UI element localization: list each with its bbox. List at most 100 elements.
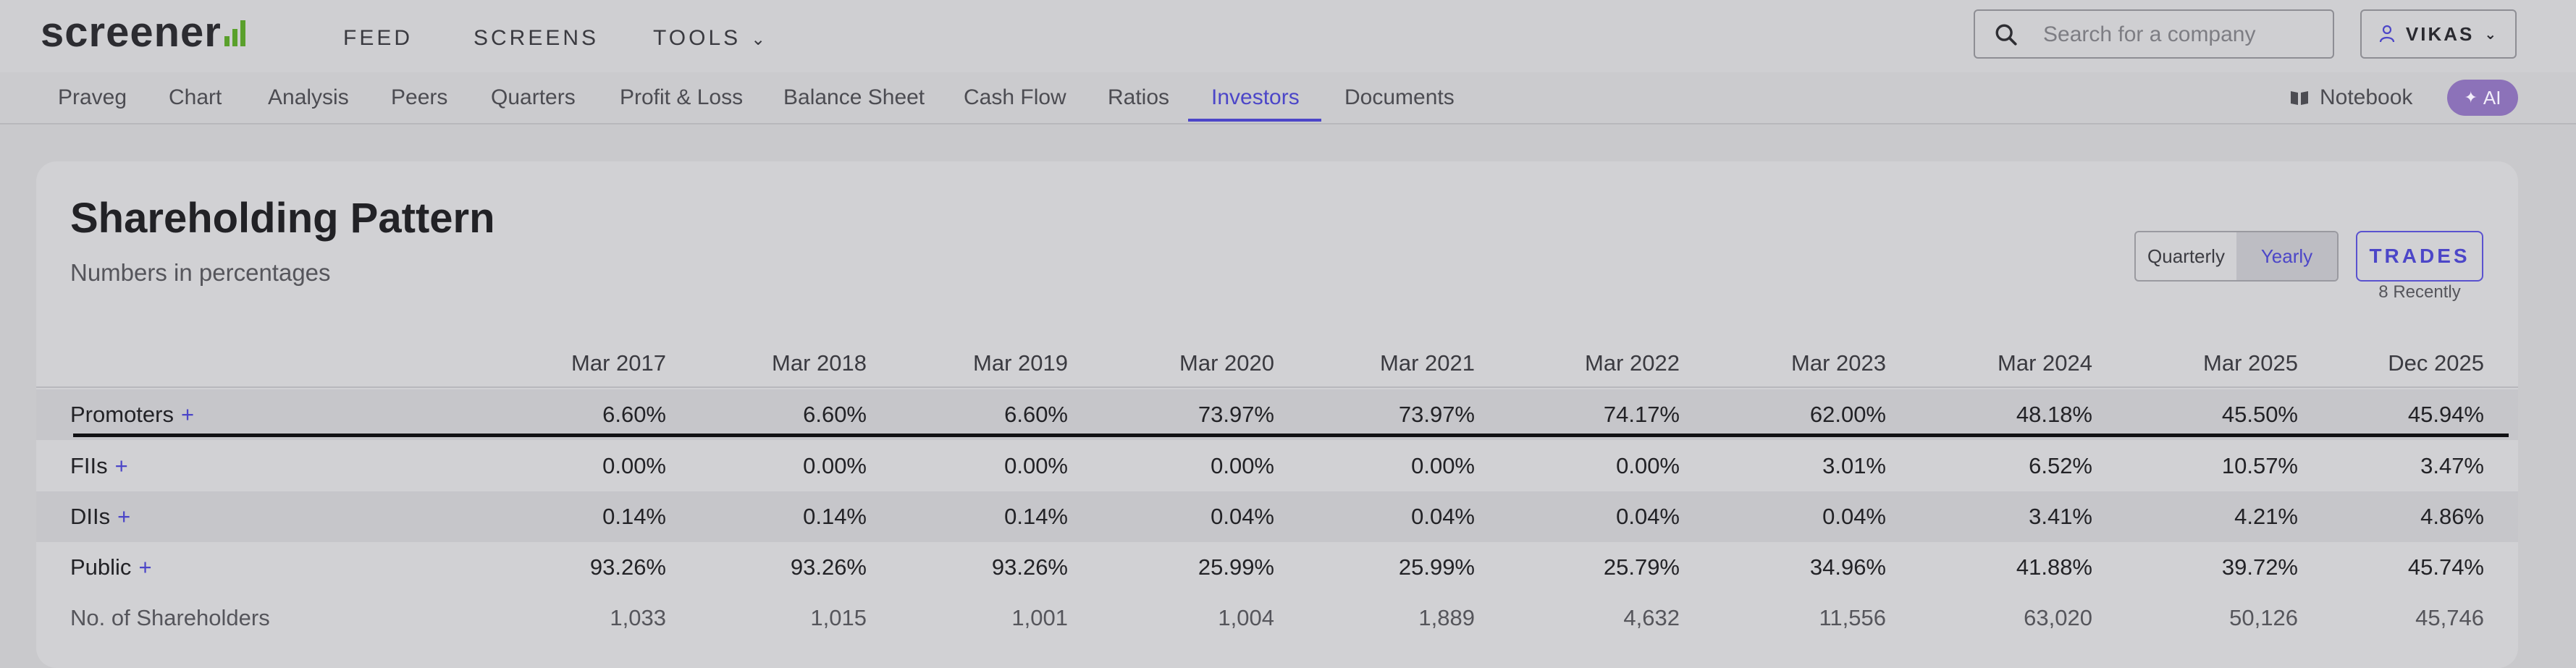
table-cell: 1,015 <box>810 605 867 630</box>
notebook-label: Notebook <box>2320 85 2413 109</box>
table-cell: 0.00% <box>803 453 867 478</box>
ai-button[interactable]: ✦ AI <box>2447 80 2518 116</box>
table-cell: 1,004 <box>1218 605 1274 630</box>
subnav-item-investors[interactable]: Investors <box>1211 85 1300 109</box>
table-cell: 93.26% <box>589 554 666 580</box>
table-cell: 45.74% <box>2407 554 2484 580</box>
table-cell: 0.14% <box>1004 504 1068 529</box>
expand-plus-icon[interactable]: + <box>114 453 128 478</box>
table-cell: 45.94% <box>2407 402 2484 427</box>
table-cell: 73.97% <box>1398 402 1475 427</box>
table-cell: 4.86% <box>2420 504 2484 529</box>
screener-logo[interactable]: screener <box>41 10 245 55</box>
table-cell: 3.41% <box>2029 504 2092 529</box>
expand-plus-icon[interactable]: + <box>117 504 131 529</box>
subnav-item-analysis[interactable]: Analysis <box>268 85 349 109</box>
table-row-public[interactable]: Public + 93.26% 93.26% 93.26% 25.99% 25.9… <box>36 542 2518 593</box>
notebook-button[interactable]: Notebook <box>2289 85 2412 110</box>
table-cell: 25.99% <box>1398 554 1475 580</box>
row-label[interactable]: Public + <box>70 554 152 580</box>
table-cell: 3.47% <box>2420 453 2484 478</box>
subnav-item-ratios[interactable]: Ratios <box>1108 85 1170 109</box>
chevron-down-icon: ⌄ <box>751 29 769 49</box>
table-header-row: Mar 2017 Mar 2018 Mar 2019 Mar 2020 Mar … <box>36 340 2518 388</box>
expand-plus-icon[interactable]: + <box>138 554 152 580</box>
table-row-diis[interactable]: DIIs + 0.14% 0.14% 0.14% 0.04% 0.04% 0.04… <box>36 491 2518 542</box>
toggle-quarterly[interactable]: Quarterly <box>2147 245 2225 267</box>
nav-tools[interactable]: TOOLS ⌄ <box>653 26 768 51</box>
table-cell: 41.88% <box>2016 554 2092 580</box>
table-cell: 0.04% <box>1411 504 1475 529</box>
table-cell: 0.14% <box>602 504 666 529</box>
book-icon <box>2291 91 2308 105</box>
logo-text: screener <box>41 9 222 56</box>
nav-feed[interactable]: FEED <box>343 26 413 50</box>
top-header: screener FEED SCREENS TOOLS ⌄ Search for … <box>0 0 2576 72</box>
subnav-item-peers[interactable]: Peers <box>391 85 448 109</box>
row-label[interactable]: FIIs + <box>70 453 128 478</box>
expand-plus-icon[interactable]: + <box>180 402 195 427</box>
table-cell: 45,746 <box>2415 605 2484 630</box>
section-title: Shareholding Pattern <box>70 195 495 242</box>
table-cell: 93.26% <box>991 554 1068 580</box>
sparkle-icon: ✦ <box>2464 88 2478 106</box>
table-cell: 10.57% <box>2221 453 2298 478</box>
row-label: No. of Shareholders <box>70 605 270 630</box>
table-row-fiis[interactable]: FIIs + 0.00% 0.00% 0.00% 0.00% 0.00% 0.00… <box>36 441 2518 491</box>
row-label[interactable]: Promoters + <box>70 402 195 427</box>
trades-button[interactable]: TRADES <box>2356 231 2483 282</box>
row-highlight-underline <box>73 434 2509 437</box>
column-header: Mar 2025 <box>2203 350 2298 376</box>
table-cell: 74.17% <box>1603 402 1680 427</box>
subnav-item-balance-sheet[interactable]: Balance Sheet <box>783 85 925 109</box>
table-cell: 0.00% <box>1616 453 1680 478</box>
table-row-shareholders: No. of Shareholders 1,033 1,015 1,001 1,… <box>36 593 2518 643</box>
user-icon <box>2379 25 2394 43</box>
chevron-down-icon: ⌄ <box>2484 26 2499 43</box>
subnav-item-cash-flow[interactable]: Cash Flow <box>964 85 1066 109</box>
table-row-promoters[interactable]: Promoters + 6.60% 6.60% 6.60% 73.97% 73.9… <box>36 389 2518 440</box>
table-cell: 0.00% <box>1211 453 1274 478</box>
column-header: Mar 2021 <box>1380 350 1475 376</box>
row-label[interactable]: DIIs + <box>70 504 131 529</box>
search-icon <box>1995 24 2017 46</box>
column-header: Mar 2018 <box>772 350 867 376</box>
table-cell: 25.99% <box>1197 554 1274 580</box>
section-subtitle: Numbers in percentages <box>70 259 331 286</box>
table-cell: 39.72% <box>2221 554 2298 580</box>
column-header: Mar 2019 <box>973 350 1068 376</box>
table-cell: 6.60% <box>1004 402 1068 427</box>
toggle-yearly[interactable]: Yearly <box>2236 232 2337 280</box>
table-cell: 6.60% <box>602 402 666 427</box>
subnav-item-documents[interactable]: Documents <box>1344 85 1455 109</box>
table-cell: 6.60% <box>803 402 867 427</box>
column-header: Dec 2025 <box>2388 350 2484 376</box>
table-cell: 93.26% <box>790 554 867 580</box>
subnav-item-quarters[interactable]: Quarters <box>491 85 576 109</box>
subnav-item-chart[interactable]: Chart <box>169 85 222 109</box>
table-cell: 0.04% <box>1616 504 1680 529</box>
table-cell: 0.14% <box>803 504 867 529</box>
table-cell: 11,556 <box>1819 605 1886 630</box>
table-cell: 63,020 <box>2024 605 2092 630</box>
table-cell: 62.00% <box>1809 402 1886 427</box>
active-tab-underline <box>1188 119 1321 122</box>
nav-screens[interactable]: SCREENS <box>473 26 599 50</box>
table-cell: 1,889 <box>1418 605 1475 630</box>
table-cell: 4.21% <box>2234 504 2298 529</box>
search-input[interactable]: Search for a company <box>1974 9 2334 59</box>
table-cell: 48.18% <box>2016 402 2092 427</box>
table-cell: 50,126 <box>2229 605 2298 630</box>
table-cell: 6.52% <box>2029 453 2092 478</box>
table-cell: 0.00% <box>1004 453 1068 478</box>
user-name: VIKAS <box>2405 22 2475 45</box>
ai-label: AI <box>2483 86 2501 109</box>
table-cell: 25.79% <box>1603 554 1680 580</box>
subnav-item-praveg[interactable]: Praveg <box>58 85 127 109</box>
subnav-item-profit-loss[interactable]: Profit & Loss <box>620 85 744 109</box>
table-cell: 3.01% <box>1822 453 1886 478</box>
table-cell: 0.00% <box>1411 453 1475 478</box>
user-menu-button[interactable]: VIKAS ⌄ <box>2360 9 2517 59</box>
table-cell: 4,632 <box>1623 605 1680 630</box>
table-cell: 34.96% <box>1809 554 1886 580</box>
